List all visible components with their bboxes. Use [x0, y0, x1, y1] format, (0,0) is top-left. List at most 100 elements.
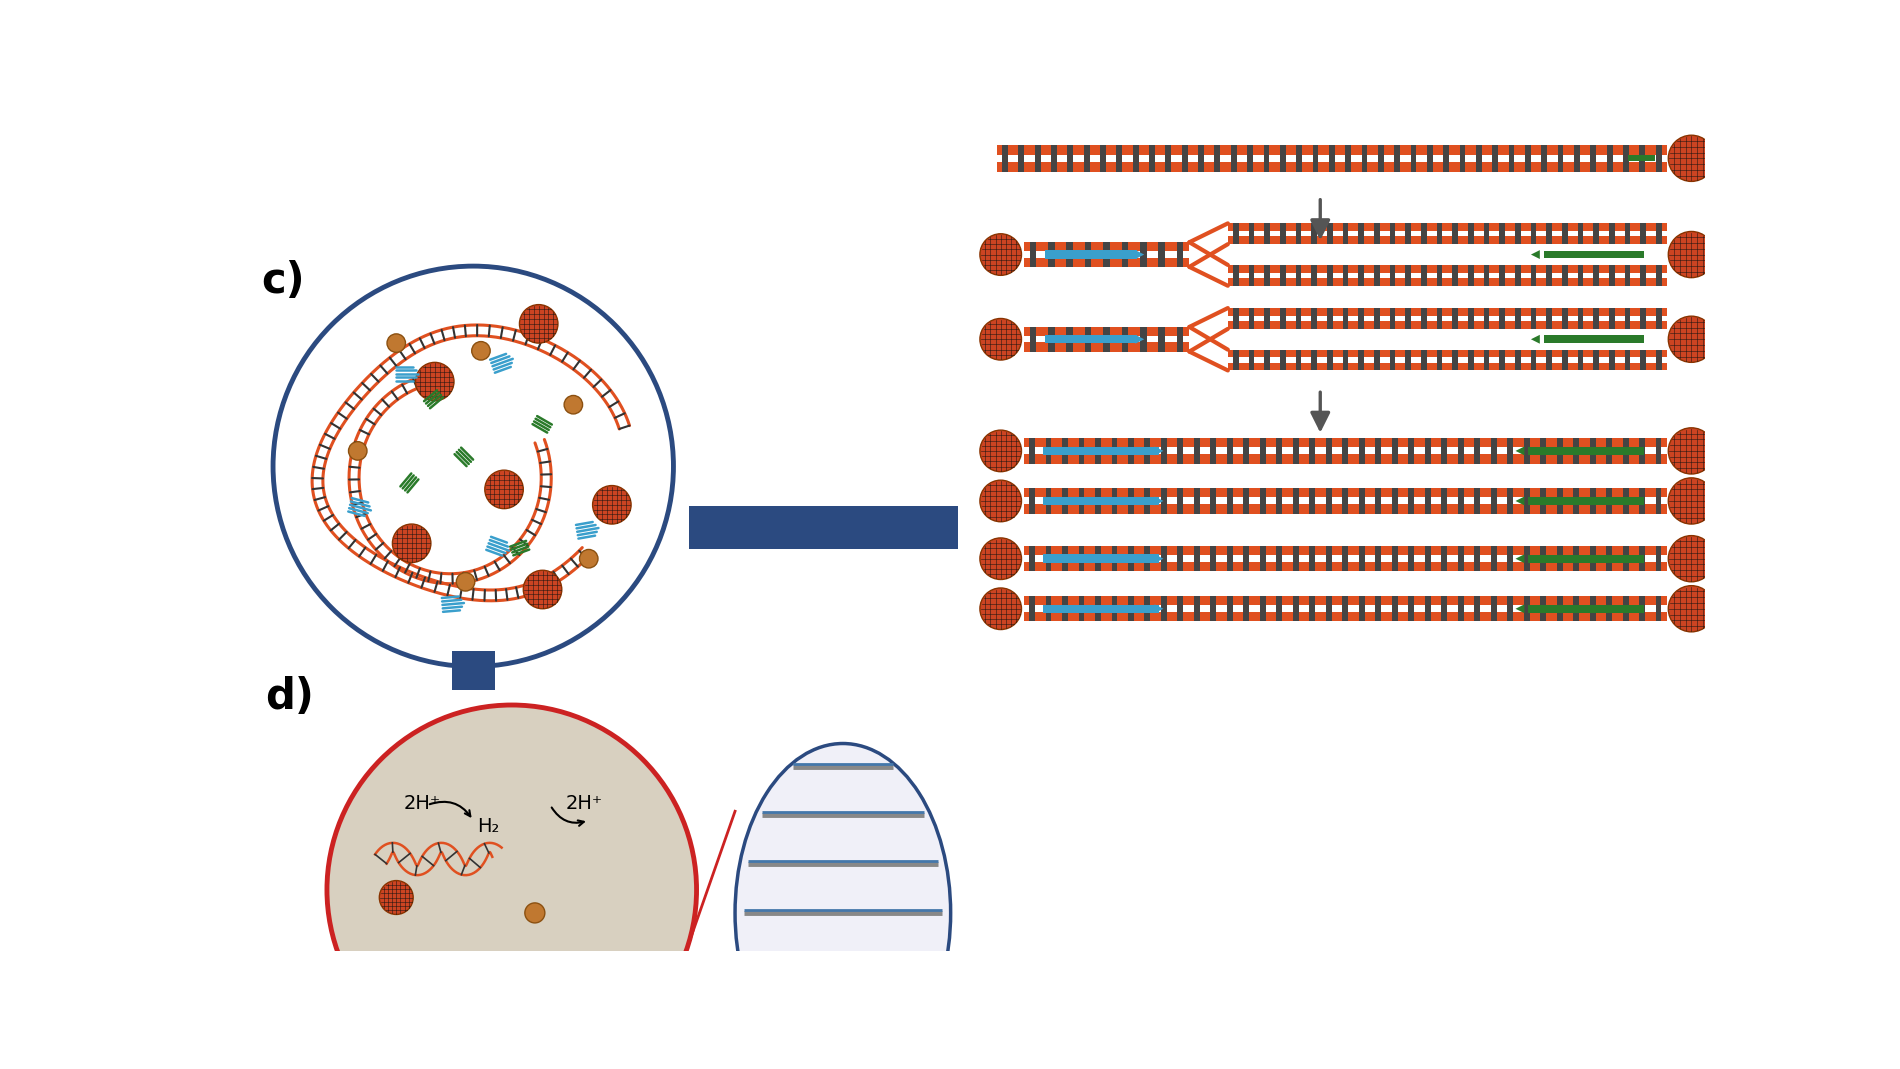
- Bar: [1606, 438, 1611, 464]
- Bar: [1227, 308, 1666, 315]
- Bar: [1178, 489, 1184, 514]
- Bar: [1427, 144, 1433, 172]
- Bar: [1543, 336, 1644, 343]
- Circle shape: [1668, 536, 1714, 582]
- Bar: [1408, 597, 1414, 621]
- Bar: [1436, 308, 1442, 329]
- Bar: [1326, 223, 1332, 244]
- Bar: [1277, 546, 1283, 572]
- Bar: [1094, 438, 1100, 464]
- Bar: [1393, 546, 1398, 572]
- Bar: [1594, 223, 1600, 244]
- Bar: [1246, 144, 1252, 172]
- Bar: [1577, 308, 1583, 329]
- Bar: [1281, 265, 1286, 285]
- Bar: [1393, 597, 1398, 621]
- Bar: [1484, 223, 1490, 244]
- Bar: [1640, 265, 1645, 285]
- Bar: [1343, 350, 1349, 371]
- Bar: [1326, 489, 1332, 514]
- Bar: [1528, 555, 1644, 562]
- Text: d): d): [266, 676, 314, 718]
- Bar: [1117, 144, 1123, 172]
- Bar: [1043, 447, 1159, 455]
- Bar: [1161, 597, 1167, 621]
- Bar: [1547, 223, 1552, 244]
- Bar: [1590, 546, 1596, 572]
- Bar: [1112, 546, 1117, 572]
- Circle shape: [1668, 586, 1714, 632]
- Bar: [1514, 265, 1520, 285]
- Bar: [1499, 265, 1505, 285]
- Bar: [1408, 546, 1414, 572]
- Bar: [1655, 546, 1661, 572]
- Bar: [1341, 597, 1349, 621]
- Bar: [1531, 308, 1537, 329]
- Bar: [1590, 597, 1596, 621]
- Bar: [1296, 265, 1302, 285]
- Bar: [1444, 144, 1450, 172]
- Bar: [1045, 489, 1051, 514]
- Bar: [1499, 350, 1505, 371]
- Bar: [1311, 350, 1317, 371]
- Bar: [1227, 265, 1666, 273]
- Bar: [1178, 546, 1184, 572]
- Bar: [1358, 350, 1364, 371]
- Bar: [1547, 350, 1552, 371]
- Bar: [1343, 308, 1349, 329]
- Bar: [1590, 489, 1596, 514]
- Bar: [1311, 265, 1317, 285]
- Bar: [1378, 144, 1383, 172]
- Bar: [1640, 223, 1645, 244]
- Bar: [1425, 438, 1431, 464]
- Bar: [1296, 223, 1302, 244]
- Bar: [1358, 265, 1364, 285]
- Bar: [1112, 438, 1117, 464]
- Bar: [1121, 243, 1129, 267]
- Bar: [1227, 321, 1666, 329]
- Bar: [1045, 250, 1136, 259]
- Bar: [1628, 155, 1655, 161]
- Bar: [1457, 438, 1463, 464]
- Bar: [1062, 489, 1068, 514]
- Bar: [1024, 438, 1666, 448]
- Circle shape: [416, 362, 454, 401]
- Bar: [1484, 265, 1490, 285]
- Bar: [1227, 438, 1233, 464]
- Bar: [1129, 546, 1134, 572]
- Bar: [1165, 144, 1172, 172]
- Bar: [1243, 597, 1250, 621]
- Bar: [1421, 223, 1427, 244]
- Bar: [1452, 350, 1457, 371]
- Bar: [1389, 223, 1395, 244]
- Bar: [1024, 613, 1666, 621]
- Bar: [1079, 597, 1085, 621]
- Bar: [1341, 546, 1349, 572]
- Bar: [1277, 438, 1283, 464]
- Bar: [1345, 144, 1351, 172]
- Bar: [1036, 144, 1041, 172]
- Bar: [1556, 597, 1562, 621]
- Bar: [1094, 597, 1100, 621]
- Bar: [1001, 144, 1009, 172]
- Bar: [1083, 144, 1091, 172]
- Bar: [1393, 489, 1398, 514]
- Bar: [1358, 438, 1364, 464]
- Bar: [1514, 308, 1520, 329]
- Bar: [1457, 597, 1463, 621]
- Bar: [1068, 144, 1074, 172]
- Bar: [1623, 489, 1628, 514]
- Bar: [1442, 489, 1448, 514]
- Bar: [1358, 308, 1364, 329]
- Bar: [1144, 597, 1150, 621]
- Bar: [1024, 597, 1666, 605]
- Bar: [1531, 350, 1537, 371]
- Circle shape: [980, 430, 1022, 471]
- Bar: [1193, 438, 1201, 464]
- Bar: [1556, 546, 1562, 572]
- Bar: [1024, 489, 1666, 497]
- Bar: [1182, 144, 1188, 172]
- Bar: [1100, 144, 1106, 172]
- Bar: [1030, 597, 1036, 621]
- Bar: [1193, 546, 1201, 572]
